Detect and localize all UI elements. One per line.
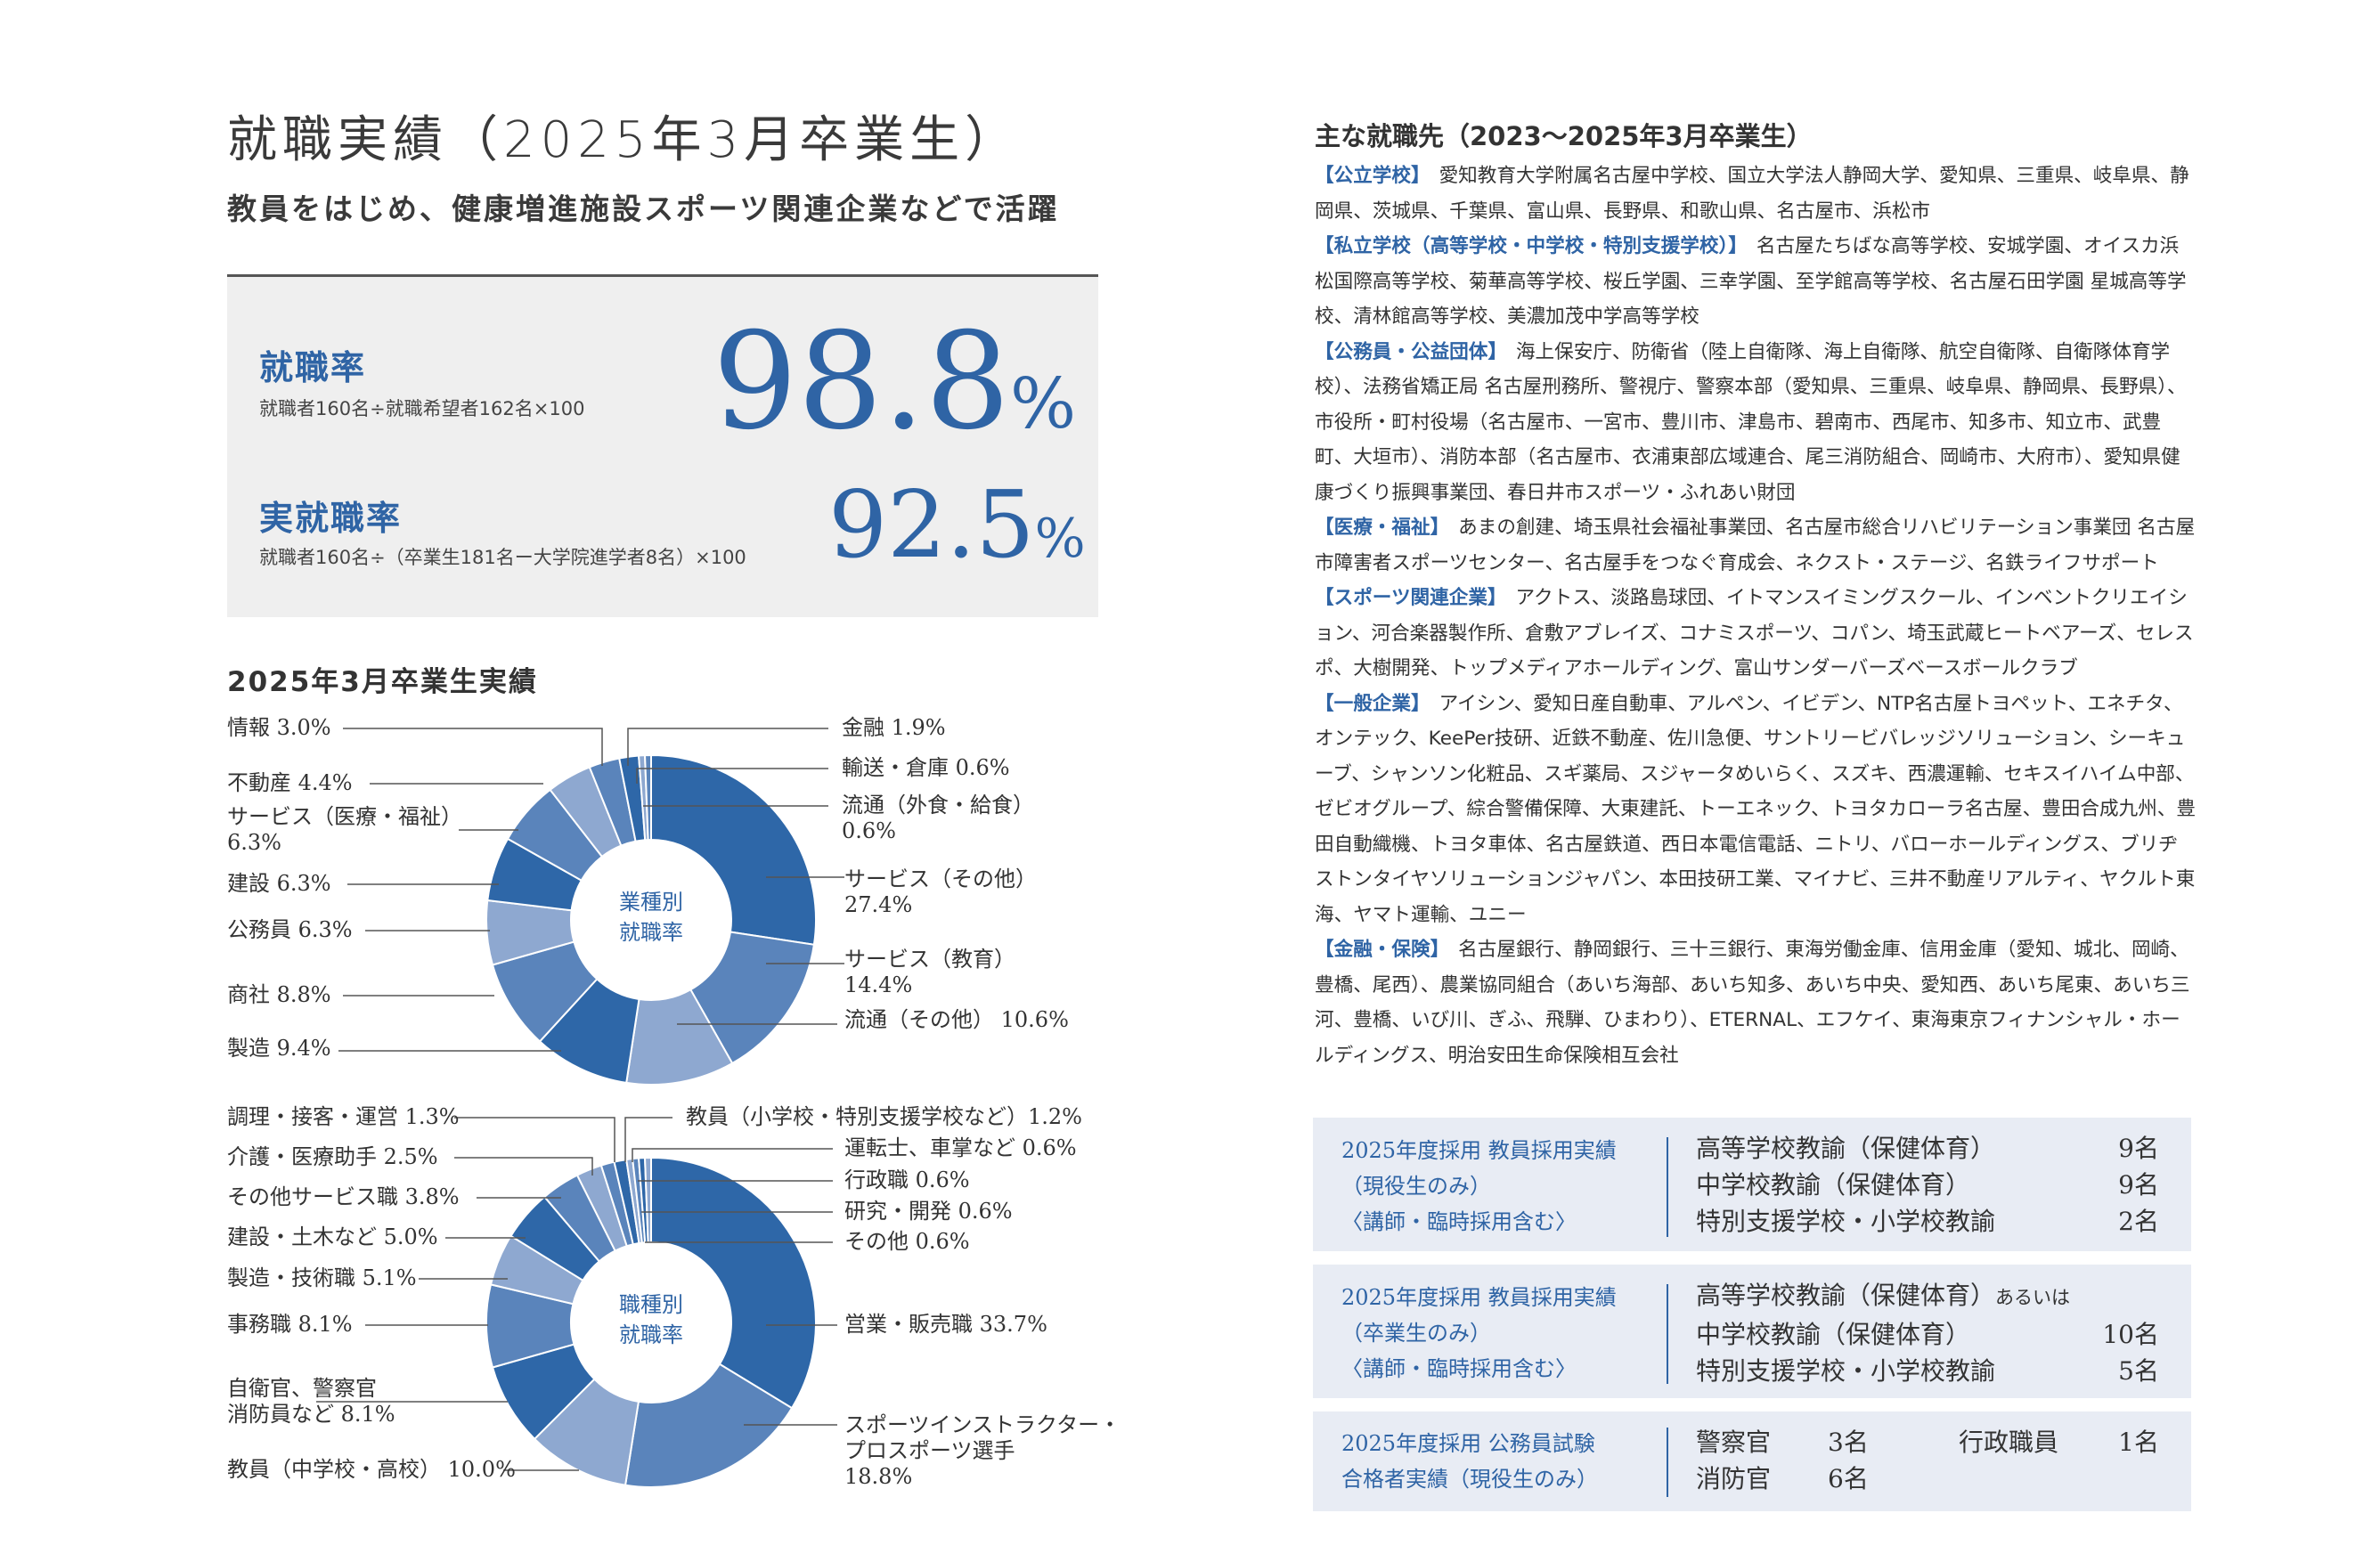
leader-line: [632, 1148, 833, 1162]
divider: [1667, 1284, 1668, 1384]
employment-rate-value: 98.8%: [713, 305, 1077, 460]
hiring-box-caption: 2025年度採用 教員採用実績 （現役生のみ） 〈講師・臨時採用含む〉: [1341, 1138, 1617, 1234]
actual-employment-rate-value: 92.5%: [828, 470, 1086, 579]
donut-slice-label: 商社 8.8%: [227, 982, 331, 1007]
teacher-hiring-current-box: 2025年度採用 教員採用実績 （現役生のみ） 〈講師・臨時採用含む〉 高等学校教諭…: [1313, 1118, 2191, 1251]
donut-slice: [650, 1156, 818, 1410]
actual-employment-rate-formula: 就職者160名÷（卒業生181名ー大学院進学者8名）×100: [259, 547, 746, 568]
employer-category-finance: 【金融・保険】 名古屋銀行、静岡銀行、三十三銀行、東海労働金庫、信用金庫（愛知、城…: [1315, 939, 2190, 1067]
donut-slice-label: 自衛官、警察官: [227, 1376, 377, 1401]
donut-slice-label: 流通（外食・給食）: [842, 793, 1034, 818]
donut-slice: [643, 753, 652, 842]
divider: [1667, 1137, 1668, 1237]
donut-slice-label: 27.4%: [844, 892, 912, 917]
leader-line: [636, 768, 828, 784]
employers-title: 主な就職先（2023〜2025年3月卒業生）: [1315, 121, 1813, 151]
donut-slice: [650, 753, 817, 946]
hiring-box-results: 高等学校教諭（保健体育）あるいは 中学校教諭（保健体育） 10名 特別支援学校・小…: [1696, 1281, 2159, 1386]
donut-center-label: 就職率: [619, 920, 683, 945]
donut-slice-label: 介護・医療助手 2.5%: [227, 1144, 438, 1169]
donut-slice-label: 事務職 8.1%: [227, 1312, 353, 1337]
employment-rate-box: 就職率 就職者160名÷就職希望者162名×100 98.8% 実就職率 就職者…: [227, 274, 1098, 617]
hiring-box-results: 警察官 3名 行政職員 1名 消防官 6名: [1696, 1428, 2159, 1493]
donut-slice-label: サービス（教育）: [844, 947, 1015, 972]
employer-category-sports: 【スポーツ関連企業】 アクトス、淡路島球団、イトマンスイミングスクール、インベント…: [1315, 587, 2194, 679]
donut-slice-label: 流通（その他） 10.6%: [844, 1007, 1069, 1032]
page-subtitle: 教員をはじめ、健康増進施設スポーツ関連企業などで活躍: [227, 191, 1060, 226]
donut-slice-label: サービス（その他）: [844, 866, 1037, 891]
leader-line: [624, 1117, 672, 1162]
donut-slice-label: その他サービス職 3.8%: [227, 1184, 460, 1209]
donut-slice-label: 営業・販売職 33.7%: [844, 1312, 1047, 1337]
donut-slice-label: 建設 6.3%: [227, 871, 331, 896]
employment-rate-label: 就職率: [259, 348, 367, 387]
donut-slice-label: 教員（中学校・高校） 10.0%: [227, 1457, 516, 1482]
hiring-box-caption: 2025年度採用 教員採用実績 （卒業生のみ） 〈講師・臨時採用含む〉: [1341, 1285, 1617, 1381]
donut-slice-label: その他 0.6%: [844, 1229, 970, 1254]
donut-slice-label: 14.4%: [844, 972, 912, 997]
donut-slice-label: 不動産 4.4%: [227, 770, 353, 795]
employer-category-public-service: 【公務員・公益団体】 海上保安庁、防衛省（陸上自衛隊、海上自衛隊、航空自衛隊、自衛…: [1315, 340, 2187, 504]
donut-center-label: 就職率: [619, 1322, 683, 1347]
page-title: 就職実績（2025年3月卒業生）: [227, 111, 1021, 169]
donut-slice-label: 製造 9.4%: [227, 1036, 331, 1061]
donut-slice-label: 製造・技術職 5.1%: [227, 1265, 417, 1290]
employers-list: 【公立学校】 愛知教育大学附属名古屋中学校、国立大学法人静岡大学、愛知県、三重県、…: [1315, 159, 2197, 1073]
donut-slice-label: 調理・接客・運営 1.3%: [227, 1104, 460, 1129]
donut-slice: [624, 1363, 794, 1488]
donut-slice-label: 金融 1.9%: [842, 715, 946, 740]
donut-slice-label: 運転士、車掌など 0.6%: [844, 1135, 1077, 1160]
donut-slice-label: 建設・土木など 5.0%: [227, 1224, 438, 1249]
donut-slice-label: 0.6%: [842, 818, 896, 843]
teacher-hiring-graduate-box: 2025年度採用 教員採用実績 （卒業生のみ） 〈講師・臨時採用含む〉 高等学校教諭…: [1313, 1265, 2191, 1398]
employer-category-private-school: 【私立学校（高等学校・中学校・特別支援学校）】 名古屋たちばな高等学校、安城学園、…: [1315, 235, 2187, 328]
hiring-box-caption: 2025年度採用 公務員試験 合格者実績（現役生のみ）: [1341, 1431, 1598, 1492]
actual-employment-rate-label: 実就職率: [259, 499, 403, 538]
donut-slice-label: 18.8%: [844, 1464, 912, 1489]
donut-slice-label: 教員（小学校・特別支援学校など）1.2%: [686, 1104, 1082, 1129]
donut-slice-label: スポーツインストラクター・: [844, 1412, 1121, 1437]
donut-slice-label: サービス（医療・福祉）: [227, 804, 462, 829]
employer-category-general: 【一般企業】 アイシン、愛知日産自動車、アルペン、イビデン、NTP名古屋トヨペット…: [1315, 692, 2196, 926]
donut-slice-label: 6.3%: [227, 830, 281, 855]
donut-center-label: 職種別: [619, 1292, 683, 1317]
leader-line: [454, 1117, 615, 1162]
leader-line: [627, 728, 828, 766]
leader-line: [454, 1157, 593, 1176]
employer-category-medical-welfare: 【医療・福祉】 あまの創建、埼玉県社会福祉事業団、名古屋市総合リハビリテーション事…: [1315, 517, 2196, 574]
donut-center-label: 業種別: [619, 890, 683, 915]
employment-rate-formula: 就職者160名÷就職希望者162名×100: [259, 398, 585, 419]
donut-slice-label: プロスポーツ選手: [844, 1438, 1015, 1463]
donut-slice-label: 情報 3.0%: [227, 715, 331, 740]
donut-slice-label: 輸送・倉庫 0.6%: [842, 755, 1010, 780]
chart-section-title: 2025年3月卒業生実績: [227, 666, 538, 698]
civil-service-exam-box: 2025年度採用 公務員試験 合格者実績（現役生のみ） 警察官 3名 行政職員 1…: [1313, 1411, 2191, 1511]
divider: [1667, 1428, 1668, 1497]
donut-slice-label: 研究・開発 0.6%: [844, 1199, 1013, 1224]
leader-line: [343, 728, 603, 766]
donut-slice-label: 公務員 6.3%: [227, 917, 353, 942]
donut-slice-label: 消防員など 8.1%: [227, 1402, 395, 1427]
employer-category-public-school: 【公立学校】 愛知教育大学附属名古屋中学校、国立大学法人静岡大学、愛知県、三重県、…: [1315, 165, 2189, 223]
hiring-box-results: 高等学校教諭（保健体育） 9名 中学校教諭（保健体育） 9名 特別支援学校・小学校教…: [1696, 1134, 2159, 1236]
donut-slice-label: 行政職 0.6%: [844, 1167, 970, 1192]
